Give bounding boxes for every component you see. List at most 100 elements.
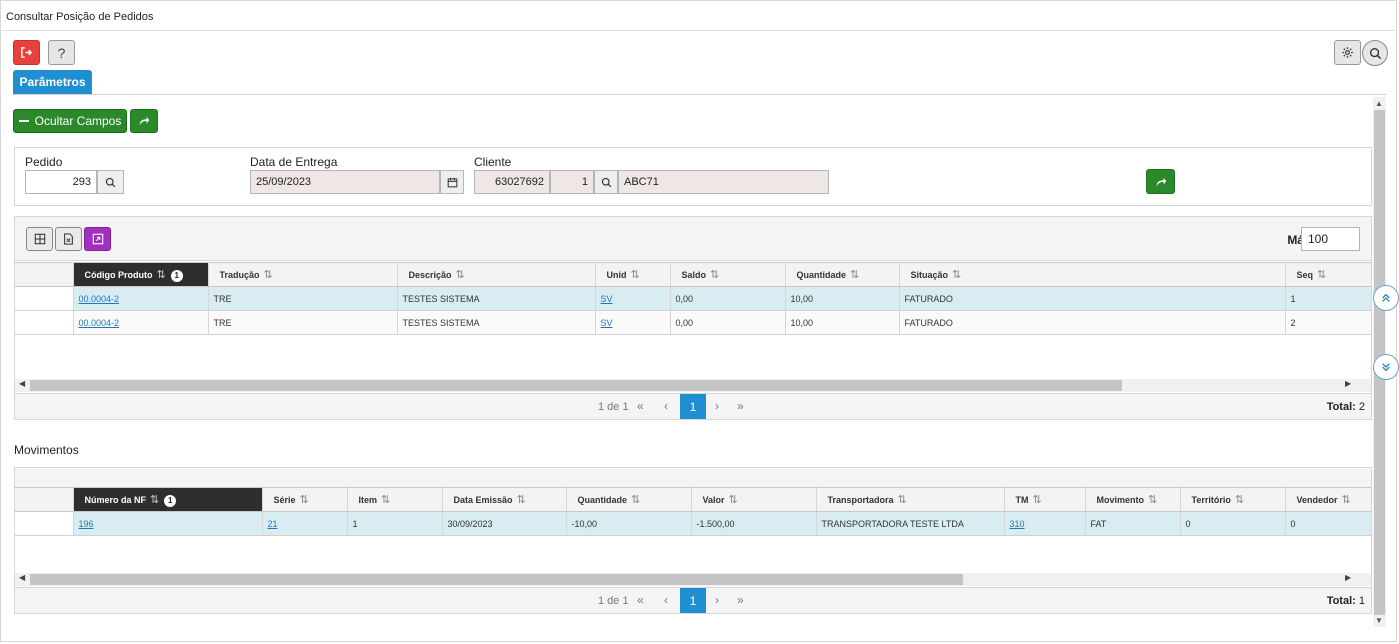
cliente-seq-input[interactable]: 1 bbox=[550, 170, 594, 194]
column-header-quantidade[interactable]: Quantidade ⇅ bbox=[785, 262, 900, 287]
cell-quantidade: 10,00 bbox=[785, 286, 900, 311]
pedido-search-button[interactable] bbox=[97, 170, 124, 194]
global-search-button[interactable] bbox=[1362, 40, 1388, 66]
next-page-button[interactable]: › bbox=[715, 593, 719, 607]
scroll-left-arrow[interactable]: ◀ bbox=[19, 573, 26, 582]
first-page-button[interactable]: « bbox=[637, 399, 644, 413]
table-icon bbox=[34, 233, 45, 245]
cell-codigo-produto[interactable]: 00.0004-2 bbox=[73, 286, 209, 311]
forward-button[interactable] bbox=[130, 109, 158, 133]
column-header-saldo[interactable]: Saldo ⇅ bbox=[670, 262, 786, 287]
column-header-serie[interactable]: Série ⇅ bbox=[262, 487, 348, 512]
scroll-right-arrow[interactable]: ▶ bbox=[1345, 573, 1352, 582]
products-hscroll-thumb[interactable] bbox=[30, 380, 1122, 391]
scroll-bottom-button[interactable] bbox=[1373, 354, 1399, 380]
pedido-input[interactable]: 293 bbox=[25, 170, 97, 194]
row-select-cell[interactable] bbox=[15, 310, 74, 335]
max-input[interactable]: 100 bbox=[1301, 227, 1360, 251]
cliente-name-input[interactable]: ABC71 bbox=[618, 170, 829, 194]
cliente-code-input[interactable]: 63027692 bbox=[474, 170, 550, 194]
movimentos-grid-panel: Número da NF ⇅ 1 Série ⇅ Item ⇅ Data Emissão… bbox=[14, 467, 1372, 614]
current-page-button[interactable]: 1 bbox=[680, 394, 706, 419]
nf-number-link[interactable]: 196 bbox=[78, 518, 94, 529]
tab-parametros[interactable]: Parâmetros bbox=[13, 70, 92, 94]
column-header-vendedor[interactable]: Vendedor ⇅ bbox=[1285, 487, 1372, 512]
current-page-button[interactable]: 1 bbox=[680, 588, 706, 613]
scroll-left-arrow[interactable]: ◀ bbox=[19, 379, 26, 388]
tab-divider bbox=[13, 94, 1386, 95]
column-header-seq[interactable]: Seq ⇅ bbox=[1285, 262, 1372, 287]
product-code-link[interactable]: 00.0004-2 bbox=[78, 293, 120, 304]
column-header-label: Quantidade bbox=[796, 270, 847, 280]
column-header-traducao[interactable]: Tradução ⇅ bbox=[208, 262, 398, 287]
tm-link[interactable]: 310 bbox=[1009, 518, 1025, 529]
export-excel-button[interactable] bbox=[55, 227, 82, 251]
columns-button[interactable] bbox=[26, 227, 53, 251]
table-row[interactable]: 00.0004-2 TRE TESTES SISTEMA SV 0,00 10,… bbox=[15, 310, 1372, 335]
column-header-tm[interactable]: TM ⇅ bbox=[1004, 487, 1086, 512]
expand-icon bbox=[92, 233, 103, 245]
next-page-button[interactable]: › bbox=[715, 399, 719, 413]
cell-numero-nf[interactable]: 196 bbox=[73, 511, 263, 536]
unit-link[interactable]: SV bbox=[600, 317, 613, 328]
column-header-situacao[interactable]: Situação ⇅ bbox=[899, 262, 1286, 287]
cell-quantidade: -10,00 bbox=[566, 511, 692, 536]
cell-saldo: 0,00 bbox=[670, 286, 786, 311]
sort-icon: ⇅ bbox=[516, 494, 526, 506]
cell-traducao: TRE bbox=[208, 310, 398, 335]
column-header-item[interactable]: Item ⇅ bbox=[347, 487, 443, 512]
data-entrega-input[interactable]: 25/09/2023 bbox=[250, 170, 440, 194]
unit-link[interactable]: SV bbox=[600, 293, 613, 304]
cell-unid[interactable]: SV bbox=[595, 310, 671, 335]
cell-unid[interactable]: SV bbox=[595, 286, 671, 311]
exit-button[interactable] bbox=[13, 40, 40, 65]
settings-button[interactable] bbox=[1334, 40, 1361, 65]
column-header-territorio[interactable]: Território ⇅ bbox=[1180, 487, 1286, 512]
table-row[interactable]: 196 21 1 30/09/2023 -10,00 -1.500,00 TRA… bbox=[15, 511, 1372, 536]
calendar-button[interactable] bbox=[440, 170, 464, 194]
column-header-numero-nf[interactable]: Número da NF ⇅ 1 bbox=[73, 487, 263, 512]
cell-codigo-produto[interactable]: 00.0004-2 bbox=[73, 310, 209, 335]
cell-tm[interactable]: 310 bbox=[1004, 511, 1086, 536]
column-header-transportadora[interactable]: Transportadora ⇅ bbox=[816, 487, 1005, 512]
execute-button[interactable] bbox=[1146, 169, 1175, 194]
prev-page-button[interactable]: ‹ bbox=[664, 399, 668, 413]
table-row[interactable]: 00.0004-2 TRE TESTES SISTEMA SV 0,00 10,… bbox=[15, 286, 1372, 311]
cell-situacao: FATURADO bbox=[899, 286, 1286, 311]
column-header-data-emissao[interactable]: Data Emissão ⇅ bbox=[442, 487, 567, 512]
search-icon bbox=[601, 177, 611, 187]
scroll-top-button[interactable] bbox=[1373, 285, 1399, 311]
last-page-button[interactable]: » bbox=[737, 399, 744, 413]
sort-icon: ⇅ bbox=[952, 269, 962, 281]
column-header-quantidade[interactable]: Quantidade ⇅ bbox=[566, 487, 692, 512]
column-header-movimento[interactable]: Movimento ⇅ bbox=[1085, 487, 1181, 512]
products-hscrollbar[interactable]: ◀ ▶ bbox=[15, 379, 1371, 392]
movimentos-hscroll-thumb[interactable] bbox=[30, 574, 963, 585]
cell-serie[interactable]: 21 bbox=[262, 511, 348, 536]
serie-link[interactable]: 21 bbox=[267, 518, 278, 529]
product-code-link[interactable]: 00.0004-2 bbox=[78, 317, 120, 328]
column-header-valor[interactable]: Valor ⇅ bbox=[691, 487, 817, 512]
movimentos-toolbar bbox=[15, 468, 1371, 487]
last-page-button[interactable]: » bbox=[737, 593, 744, 607]
column-header-codigo-produto[interactable]: Código Produto ⇅ 1 bbox=[73, 262, 209, 287]
ocultar-campos-button[interactable]: Ocultar Campos bbox=[13, 109, 127, 133]
row-select-cell[interactable] bbox=[15, 286, 74, 311]
cliente-search-button[interactable] bbox=[594, 170, 618, 194]
exit-icon bbox=[21, 47, 33, 58]
page-info: 1 de 1 bbox=[598, 595, 629, 607]
help-button[interactable]: ? bbox=[48, 40, 75, 65]
first-page-button[interactable]: « bbox=[637, 593, 644, 607]
prev-page-button[interactable]: ‹ bbox=[664, 593, 668, 607]
sort-asc-icon: ⇅ bbox=[150, 493, 160, 506]
scroll-up-arrow[interactable]: ▲ bbox=[1375, 99, 1383, 108]
scroll-down-arrow[interactable]: ▼ bbox=[1375, 616, 1383, 625]
expand-button[interactable] bbox=[84, 227, 111, 251]
column-header-unid[interactable]: Unid ⇅ bbox=[595, 262, 671, 287]
scroll-right-arrow[interactable]: ▶ bbox=[1345, 379, 1352, 388]
column-header-descricao[interactable]: Descrição ⇅ bbox=[397, 262, 596, 287]
sort-icon: ⇅ bbox=[1317, 269, 1327, 281]
products-pager: 1 de 1 « ‹ 1 › » Total: 2 bbox=[15, 393, 1371, 419]
row-select-cell[interactable] bbox=[15, 511, 74, 536]
movimentos-hscrollbar[interactable]: ◀ ▶ bbox=[15, 573, 1371, 586]
